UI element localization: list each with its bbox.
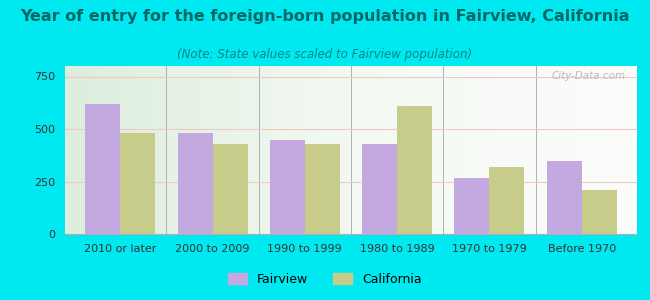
Bar [489,167,525,234]
Bar [454,178,489,234]
Bar [397,106,432,234]
Bar [85,104,120,234]
Legend: Fairview, California: Fairview, California [224,268,426,291]
Text: (Note: State values scaled to Fairview population): (Note: State values scaled to Fairview p… [177,48,473,61]
Bar [547,160,582,234]
Bar [120,133,155,234]
Text: City-Data.com: City-Data.com [551,71,625,81]
Bar [213,144,248,234]
Bar [582,190,617,234]
Bar [270,140,305,234]
Bar [305,144,340,234]
Bar [362,144,397,234]
Bar [177,133,213,234]
Text: Year of entry for the foreign-born population in Fairview, California: Year of entry for the foreign-born popul… [20,9,630,24]
